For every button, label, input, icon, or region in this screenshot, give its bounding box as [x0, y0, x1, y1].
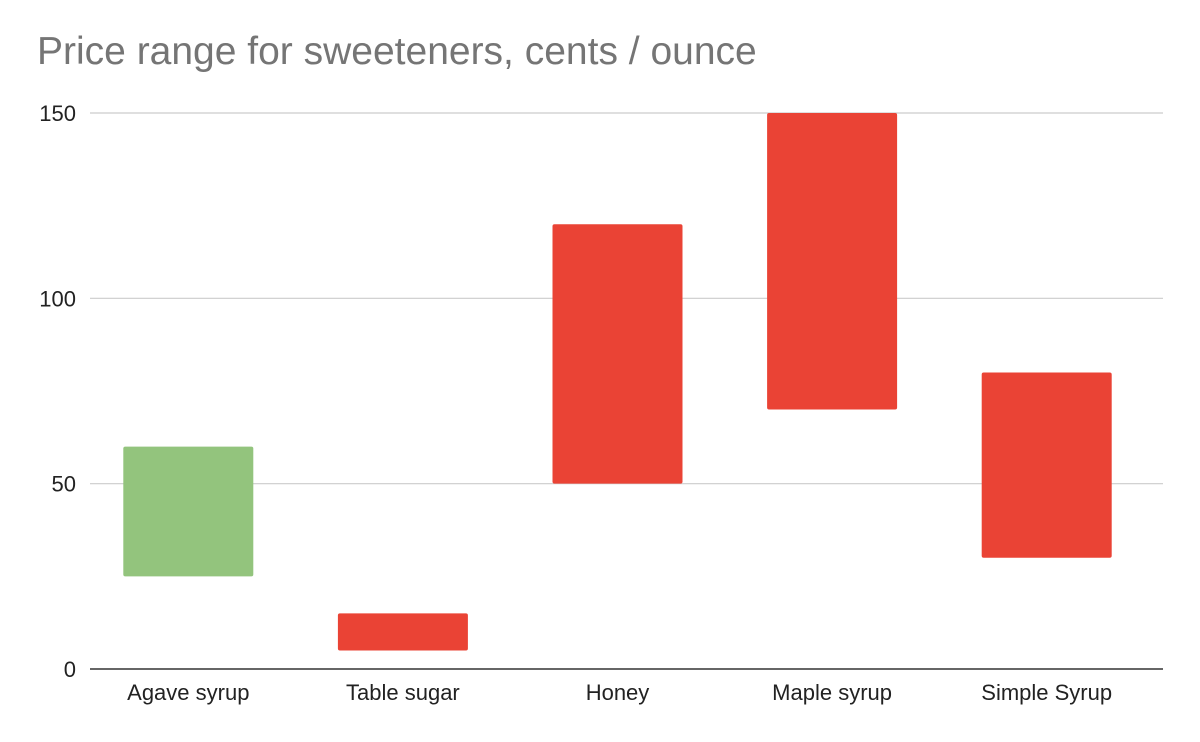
x-tick-label: Honey	[586, 680, 650, 705]
x-tick-label: Simple Syrup	[981, 680, 1112, 705]
bar	[123, 446, 254, 577]
y-tick-label: 0	[64, 657, 76, 682]
x-tick-label: Agave syrup	[127, 680, 249, 705]
y-tick-label: 50	[52, 472, 76, 497]
bar	[552, 224, 683, 484]
y-tick-label: 150	[39, 101, 76, 126]
x-tick-label: Maple syrup	[772, 680, 892, 705]
bar	[981, 372, 1112, 558]
x-tick-label: Table sugar	[346, 680, 460, 705]
bar	[337, 613, 468, 651]
y-tick-label: 100	[39, 286, 76, 311]
chart-title: Price range for sweeteners, cents / ounc…	[37, 30, 757, 73]
bar	[767, 113, 898, 410]
